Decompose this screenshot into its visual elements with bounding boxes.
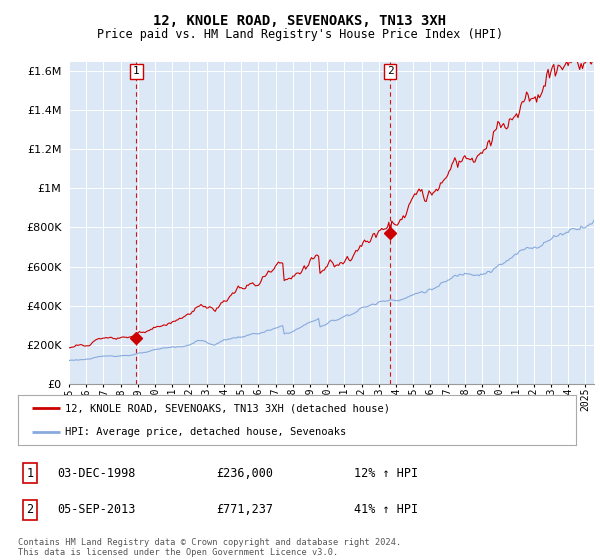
Text: 12, KNOLE ROAD, SEVENOAKS, TN13 3XH (detached house): 12, KNOLE ROAD, SEVENOAKS, TN13 3XH (det…	[65, 403, 391, 413]
Text: 2: 2	[26, 503, 34, 516]
Text: £236,000: £236,000	[216, 466, 273, 480]
Text: 41% ↑ HPI: 41% ↑ HPI	[354, 503, 418, 516]
Text: 05-SEP-2013: 05-SEP-2013	[57, 503, 136, 516]
Text: 1: 1	[26, 466, 34, 480]
Text: Price paid vs. HM Land Registry's House Price Index (HPI): Price paid vs. HM Land Registry's House …	[97, 28, 503, 41]
Text: 03-DEC-1998: 03-DEC-1998	[57, 466, 136, 480]
Text: Contains HM Land Registry data © Crown copyright and database right 2024.
This d: Contains HM Land Registry data © Crown c…	[18, 538, 401, 557]
Text: £771,237: £771,237	[216, 503, 273, 516]
Text: 12, KNOLE ROAD, SEVENOAKS, TN13 3XH: 12, KNOLE ROAD, SEVENOAKS, TN13 3XH	[154, 14, 446, 28]
Text: 1: 1	[133, 67, 140, 76]
Text: 2: 2	[387, 67, 394, 76]
Text: 12% ↑ HPI: 12% ↑ HPI	[354, 466, 418, 480]
Text: HPI: Average price, detached house, Sevenoaks: HPI: Average price, detached house, Seve…	[65, 427, 347, 437]
